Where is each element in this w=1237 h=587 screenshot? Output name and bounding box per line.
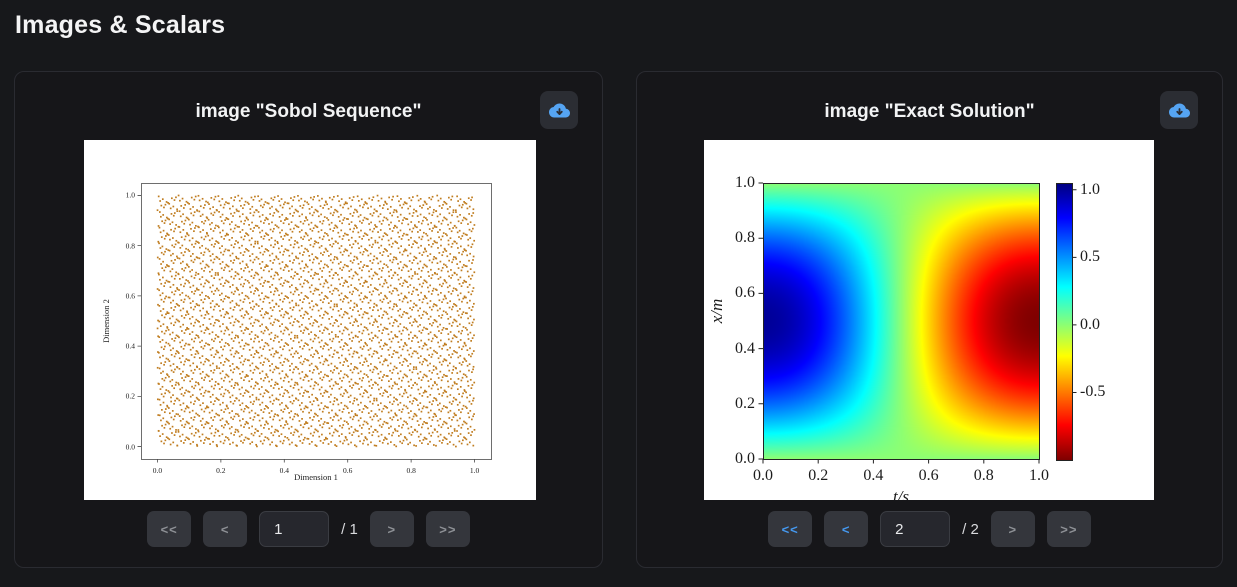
pagination-sobol: << < / 1 > >> xyxy=(15,511,602,547)
cloud-download-icon xyxy=(1168,103,1190,117)
card-title-sobol: image "Sobol Sequence" xyxy=(195,101,422,122)
tick-label: 1.0 xyxy=(735,174,755,191)
tick-label: 0.4 xyxy=(863,467,884,484)
pagination-exact: << < / 2 > >> xyxy=(637,511,1222,547)
download-button[interactable] xyxy=(1160,91,1198,129)
tick-label: 0.0 xyxy=(152,466,163,475)
previous-page-button[interactable]: < xyxy=(203,511,248,547)
plot-canvas xyxy=(704,140,1154,500)
tick-label: 0.0 xyxy=(753,467,773,484)
next-page-button[interactable]: > xyxy=(369,511,414,547)
sobol-scatter-figure: Dimension 1 Dimension 2 0.00.20.40.60.81… xyxy=(84,140,536,500)
tick-label: 1.0 xyxy=(125,190,135,200)
tick-label: 0.6 xyxy=(125,291,135,301)
previous-page-button[interactable]: < xyxy=(824,511,869,547)
tick-label: 0.6 xyxy=(343,466,353,475)
tick-label: 1.0 xyxy=(469,466,480,475)
download-button[interactable] xyxy=(540,91,578,129)
tick-label: 0.0 xyxy=(735,450,755,467)
tick-label: 0.8 xyxy=(406,466,416,475)
card-sobol-sequence: image "Sobol Sequence" Dimension 1 Dimen… xyxy=(14,71,603,568)
tick-label: -0.5 xyxy=(1080,383,1106,401)
last-page-button[interactable]: >> xyxy=(425,511,470,547)
first-page-button[interactable]: << xyxy=(147,511,192,547)
tick-label: 0.2 xyxy=(808,467,829,484)
next-page-button[interactable]: > xyxy=(990,511,1035,547)
plot-canvas xyxy=(84,140,536,500)
cloud-download-icon xyxy=(548,103,570,117)
tick-label: 1.0 xyxy=(1080,180,1100,198)
page-number-input[interactable] xyxy=(880,511,951,547)
tick-label: 0.8 xyxy=(735,229,755,247)
tick-label: 0.6 xyxy=(918,467,939,484)
page-title: Images & Scalars xyxy=(15,11,226,39)
tick-label: 0.2 xyxy=(735,394,755,412)
tick-label: 0.6 xyxy=(735,284,755,302)
tick-label: 0.0 xyxy=(1080,315,1100,333)
tick-label: 0.4 xyxy=(279,466,289,475)
tick-label: 1.0 xyxy=(1029,467,1049,484)
tick-label: 0.0 xyxy=(125,442,135,452)
tick-label: 0.4 xyxy=(125,341,135,351)
first-page-button[interactable]: << xyxy=(768,511,813,547)
card-title-exact: image "Exact Solution" xyxy=(824,101,1035,122)
page-total-label: / 2 xyxy=(962,520,979,538)
card-exact-solution: image "Exact Solution" t/s x/m 0.00.20.4… xyxy=(636,71,1223,568)
tick-label: 0.8 xyxy=(973,467,994,484)
tick-label: 0.2 xyxy=(216,466,226,475)
exact-solution-heatmap-figure: t/s x/m 0.00.20.40.60.81.00.00.20.40.60.… xyxy=(704,140,1154,500)
page-number-input[interactable] xyxy=(259,511,330,547)
tick-label: 0.5 xyxy=(1080,248,1100,266)
tick-label: 0.4 xyxy=(735,339,755,357)
page-total-label: / 1 xyxy=(341,520,358,538)
last-page-button[interactable]: >> xyxy=(1046,511,1091,547)
tick-label: 0.8 xyxy=(125,241,135,251)
tick-label: 0.2 xyxy=(125,391,135,401)
